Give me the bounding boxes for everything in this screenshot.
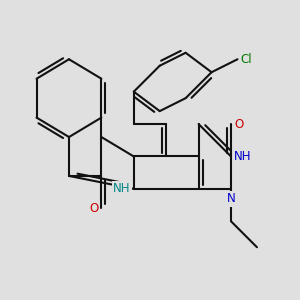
Text: O: O (234, 118, 244, 130)
Text: O: O (89, 202, 98, 215)
Text: NH: NH (234, 150, 252, 163)
Text: NH: NH (113, 182, 130, 195)
Text: N: N (226, 192, 236, 205)
Text: Cl: Cl (241, 53, 252, 66)
